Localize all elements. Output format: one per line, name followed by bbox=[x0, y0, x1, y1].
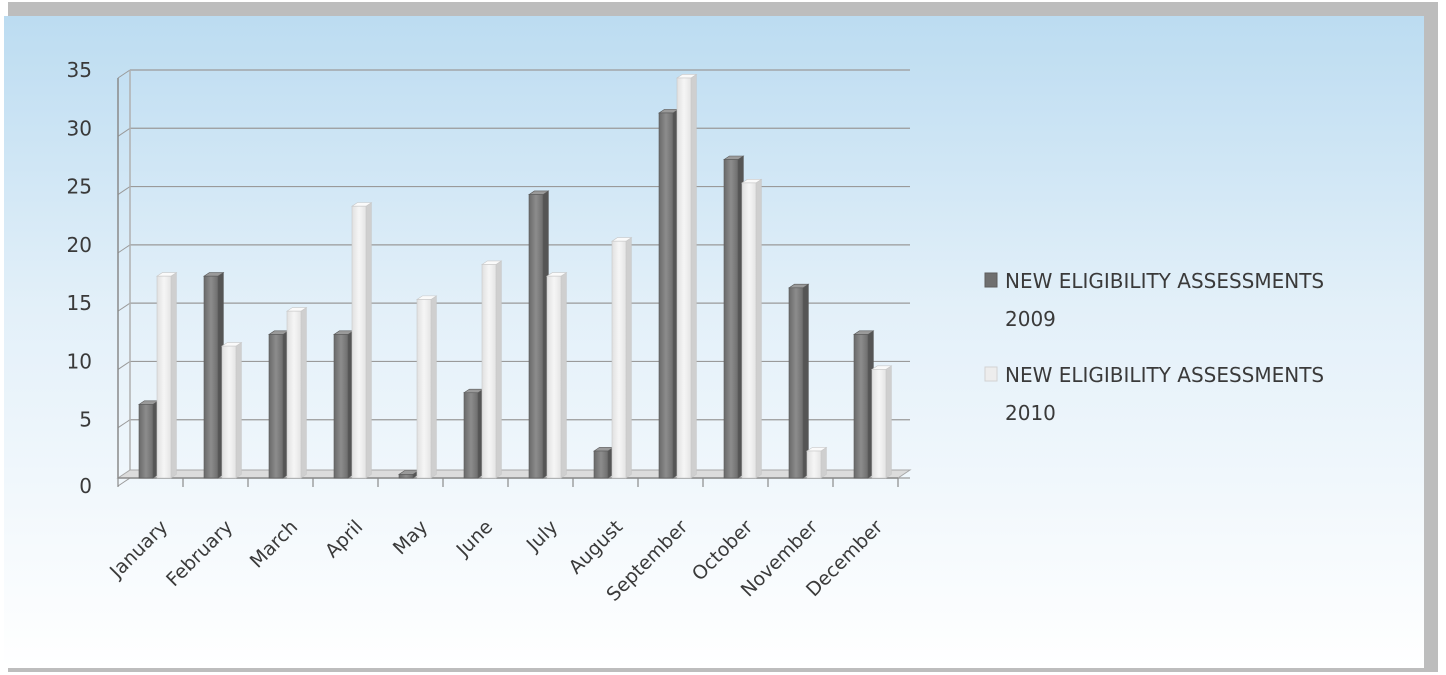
gridline-side bbox=[117, 69, 131, 79]
y-tick-label: 0 bbox=[79, 474, 92, 498]
y-tick-label: 15 bbox=[67, 291, 92, 315]
bar-2009-december bbox=[853, 330, 875, 479]
bar-2009-april bbox=[333, 330, 355, 479]
bar-2010-october bbox=[741, 178, 763, 479]
bar-2010-may bbox=[416, 295, 438, 479]
bar-2009-february bbox=[203, 272, 225, 479]
gridline-side bbox=[117, 477, 131, 487]
y-tick-label: 35 bbox=[67, 58, 92, 82]
gridline-side bbox=[117, 419, 131, 429]
legend-label-2010-line2: 2010 bbox=[1005, 401, 1056, 425]
bar-2010-january bbox=[156, 272, 178, 479]
bar-2009-november bbox=[788, 283, 810, 479]
bar-2010-march bbox=[286, 306, 308, 479]
plot-background bbox=[4, 16, 1424, 668]
gridline-side bbox=[117, 361, 131, 370]
bar-2010-february bbox=[221, 341, 243, 479]
bar-2009-july bbox=[528, 190, 550, 479]
bar-2010-november bbox=[806, 446, 828, 479]
bar-2010-august bbox=[611, 237, 633, 479]
legend-label-2010-line1: NEW ELIGIBILITY ASSESSMENTS bbox=[1005, 363, 1324, 387]
bar-2009-august bbox=[593, 446, 615, 479]
legend-label-2009-line1: NEW ELIGIBILITY ASSESSMENTS bbox=[1005, 269, 1324, 293]
gridline-side bbox=[117, 244, 131, 254]
gridline-side bbox=[117, 127, 131, 137]
bar-2010-september bbox=[676, 73, 698, 479]
legend-swatch-2010 bbox=[984, 366, 998, 382]
legend: NEW ELIGIBILITY ASSESSMENTS 2009 NEW ELI… bbox=[984, 269, 1324, 425]
gridline-side bbox=[117, 302, 131, 312]
legend-label-2009-line2: 2009 bbox=[1005, 307, 1056, 331]
y-tick-label: 25 bbox=[67, 175, 92, 199]
bar-2010-april bbox=[351, 202, 373, 479]
bar-2010-june bbox=[481, 260, 503, 479]
bar-2010-july bbox=[546, 272, 568, 479]
y-tick-label: 5 bbox=[79, 408, 92, 432]
bar-2009-october bbox=[723, 155, 745, 479]
bar-2009-june bbox=[463, 388, 485, 479]
bar-2009-january bbox=[138, 400, 160, 479]
y-tick-label: 30 bbox=[67, 116, 92, 140]
legend-swatch-2009 bbox=[984, 272, 998, 288]
bar-2009-september bbox=[658, 108, 680, 479]
bar-2010-december bbox=[871, 365, 893, 479]
y-tick-label: 10 bbox=[67, 349, 92, 373]
gridline-side bbox=[117, 186, 131, 195]
y-tick-label: 20 bbox=[67, 233, 92, 257]
bar-2009-march bbox=[268, 330, 290, 479]
